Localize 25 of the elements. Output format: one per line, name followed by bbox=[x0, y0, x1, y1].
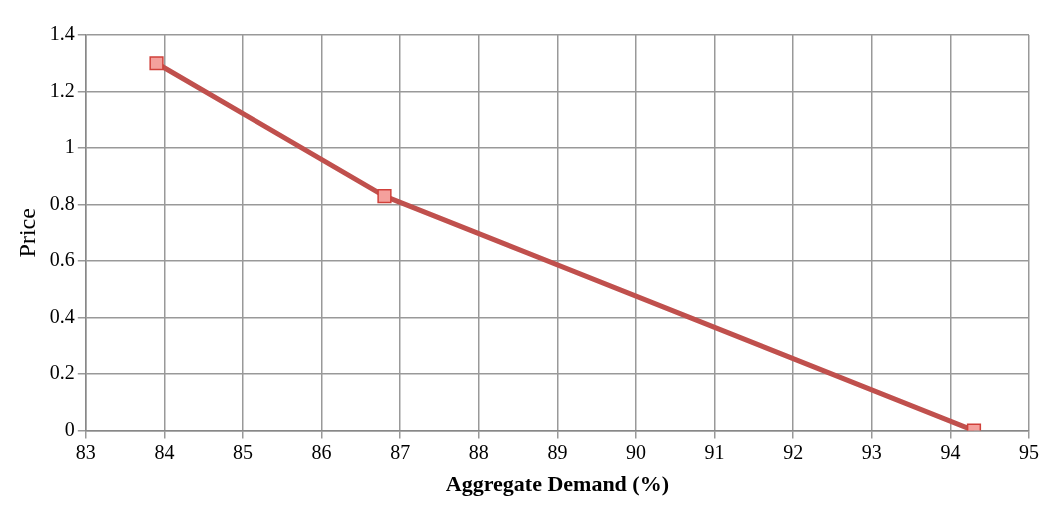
x-axis-title: Aggregate Demand (%) bbox=[445, 471, 670, 497]
x-tick-label: 95 bbox=[1019, 440, 1039, 463]
x-tick-label: 88 bbox=[468, 440, 489, 463]
y-tick-label: 0.6 bbox=[49, 248, 75, 271]
x-tick-label: 94 bbox=[940, 440, 961, 463]
y-tick-label: 1.4 bbox=[49, 22, 75, 45]
x-tick-label: 83 bbox=[75, 440, 96, 463]
y-axis-title: Price bbox=[13, 208, 40, 258]
point bbox=[149, 56, 164, 71]
x-tick-label: 91 bbox=[704, 440, 725, 463]
x-tick-label: 87 bbox=[390, 440, 411, 463]
y-tick-label: 0.4 bbox=[49, 304, 75, 327]
y-tick-label: 0 bbox=[64, 417, 75, 440]
x-tick-label: 92 bbox=[783, 440, 804, 463]
x-tick-label: 86 bbox=[311, 440, 332, 463]
y-tick-label: 1 bbox=[64, 135, 75, 158]
x-tick-label: 85 bbox=[233, 440, 253, 463]
y-tick-label: 1.2 bbox=[49, 78, 75, 101]
x-tick-label: 90 bbox=[626, 440, 646, 463]
point bbox=[377, 188, 392, 204]
y-tick-label: 0.8 bbox=[49, 191, 75, 214]
x-tick-label: 84 bbox=[154, 440, 175, 463]
y-tick-label: 0.2 bbox=[49, 361, 75, 384]
x-tick-label: 89 bbox=[547, 440, 568, 463]
x-tick-label: 93 bbox=[861, 440, 882, 463]
